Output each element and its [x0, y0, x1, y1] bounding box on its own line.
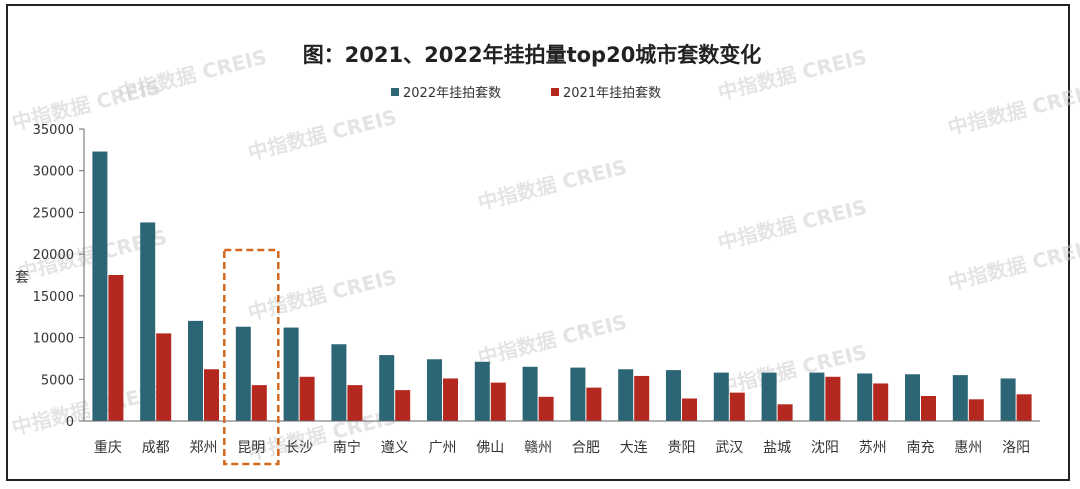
watermark-text: 中指数据 CREIS [945, 235, 1080, 295]
bar-2021 [873, 383, 889, 421]
x-category-label: 南充 [907, 440, 935, 456]
legend: 2022年挂拍套数 2021年挂拍套数 [391, 85, 661, 101]
bar-2021 [251, 385, 267, 421]
bar-2021 [968, 399, 984, 421]
y-tick-label: 30000 [33, 165, 74, 180]
x-category-label: 沈阳 [811, 440, 839, 456]
watermark-text: 中指数据 CREIS [9, 380, 163, 440]
x-category-label: 惠州 [954, 440, 982, 456]
y-tick-label: 5000 [41, 373, 74, 388]
watermark-text: 中指数据 CREIS [115, 45, 269, 105]
bar-2022 [283, 327, 299, 421]
legend-swatch [551, 88, 559, 96]
watermark-text: 中指数据 CREIS [245, 265, 399, 325]
x-category-label: 盐城 [763, 440, 791, 456]
bar-2022 [235, 326, 251, 421]
y-tick-label: 20000 [33, 248, 74, 263]
legend-label: 2022年挂拍套数 [403, 85, 501, 101]
highlight-box [223, 248, 280, 466]
bar-2021 [538, 396, 554, 421]
bar-2022 [1000, 378, 1016, 421]
y-axis-label: 套 [15, 270, 29, 286]
x-category-label: 武汉 [715, 440, 743, 456]
bar-2022 [188, 320, 203, 421]
watermark-text: 中指数据 CREIS [945, 80, 1080, 140]
bar-2022 [761, 372, 777, 421]
legend-swatch [391, 88, 399, 96]
bar-2021 [108, 275, 124, 421]
x-category-label: 郑州 [190, 440, 218, 456]
bar-2022 [666, 370, 681, 421]
x-category-label: 长沙 [285, 440, 313, 456]
bar-2022 [809, 372, 825, 421]
bar-2021 [204, 369, 219, 421]
bar-2021 [156, 333, 172, 421]
bar-2021 [347, 385, 363, 421]
x-category-label: 苏州 [859, 440, 887, 456]
x-axis: 重庆 成都 郑州 昆明 长沙 南宁 遵义 广州 佛山 赣州 合肥 大连 贵阳 武汉 盐城 沈阳 苏州 南充 惠州 洛阳 [84, 420, 1040, 456]
x-category-label: 遵义 [381, 439, 409, 456]
x-category-label: 贵阳 [668, 440, 696, 456]
x-category-label: 重庆 [94, 440, 122, 456]
highlight-layer [223, 248, 280, 466]
watermark-text: 中指数据 CREIS [475, 155, 629, 215]
bar-2022 [570, 367, 586, 421]
watermark-text: 中指数据 CREIS [715, 340, 869, 400]
bar-2021 [490, 382, 506, 421]
bar-2022 [474, 361, 490, 421]
bar-2021 [443, 378, 458, 421]
bar-2022 [905, 374, 920, 421]
bar-2022 [618, 369, 634, 421]
bar-2022 [379, 355, 395, 421]
y-tick-label: 25000 [33, 206, 74, 221]
y-tick-label: 10000 [33, 332, 74, 347]
y-tick-label: 15000 [33, 290, 74, 305]
x-category-label: 广州 [429, 440, 457, 456]
bar-2022 [140, 222, 156, 421]
bar-2021 [299, 376, 315, 421]
bar-2021 [921, 395, 936, 421]
x-category-label: 大连 [620, 440, 648, 456]
bar-2022 [427, 359, 442, 421]
y-tick-label: 0 [66, 415, 74, 430]
y-tick-label: 35000 [33, 123, 74, 138]
bar-2022 [522, 366, 538, 421]
watermark-text: 中指数据 CREIS [245, 105, 399, 165]
bar-2022 [92, 151, 108, 422]
bar-2022 [952, 375, 968, 421]
watermark-text: 中指数据 CREIS [475, 310, 629, 370]
x-category-label: 南宁 [333, 439, 361, 456]
bar-2021 [729, 392, 745, 421]
y-axis: 0 5000 10000 15000 20000 25000 30000 35000 [33, 123, 85, 430]
x-category-label: 昆明 [237, 440, 265, 456]
bar-2021 [1016, 394, 1032, 421]
bar-2021 [586, 387, 602, 421]
x-category-label: 合肥 [572, 440, 600, 456]
bar-2022 [713, 372, 729, 421]
bar-2021 [777, 404, 793, 421]
watermark-text: 中指数据 CREIS [245, 405, 399, 465]
bars [92, 151, 1032, 422]
chart-title: 图：2021、2022年挂拍量top20城市套数变化 [303, 43, 762, 67]
x-category-label: 赣州 [524, 440, 552, 456]
bar-2021 [395, 390, 411, 421]
x-category-label: 佛山 [476, 440, 504, 456]
legend-label: 2021年挂拍套数 [563, 85, 661, 101]
x-category-label: 成都 [142, 440, 170, 456]
chart-frame [6, 4, 1070, 481]
bar-2022 [331, 344, 347, 421]
bar-2021 [634, 375, 650, 421]
bar-2021 [825, 376, 841, 421]
watermark-text: 中指数据 CREIS [715, 195, 869, 255]
bar-2021 [682, 398, 697, 421]
bar-2022 [857, 373, 873, 421]
x-category-label: 洛阳 [1002, 440, 1030, 456]
